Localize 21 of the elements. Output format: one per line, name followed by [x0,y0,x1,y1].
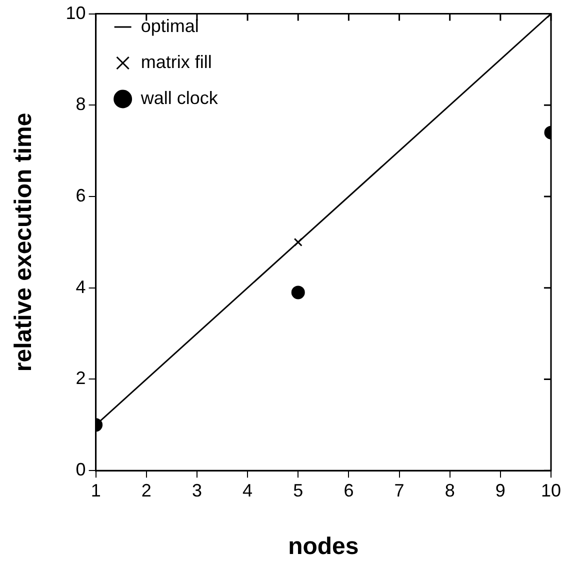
legend-label: matrix fill [140,52,212,72]
x-tick-label: 5 [293,480,304,500]
x-tick-label: 2 [141,480,152,500]
x-tick-label: 3 [192,480,202,500]
y-axis-title: relative execution time [10,112,38,372]
y-tick-label: 8 [76,94,86,114]
x-tick-label: 7 [394,480,404,500]
y-tick-label: 4 [76,276,86,297]
y-tick-label: 6 [76,185,86,206]
x-tick-label: 6 [344,480,354,500]
y-tick-label: 2 [76,368,86,388]
x-tick-label: 1 [90,480,101,500]
legend-label: optimal [140,16,199,36]
legend-label: wall clock [140,88,219,108]
x-axis-title: nodes [288,533,359,560]
x-tick-label: 10 [540,480,562,500]
x-tick-label: 8 [444,480,455,500]
x-tick-label: 4 [242,480,253,500]
y-tick-label: 10 [66,2,86,23]
y-tick-label: 0 [76,460,86,480]
x-tick-label: 9 [495,480,506,500]
